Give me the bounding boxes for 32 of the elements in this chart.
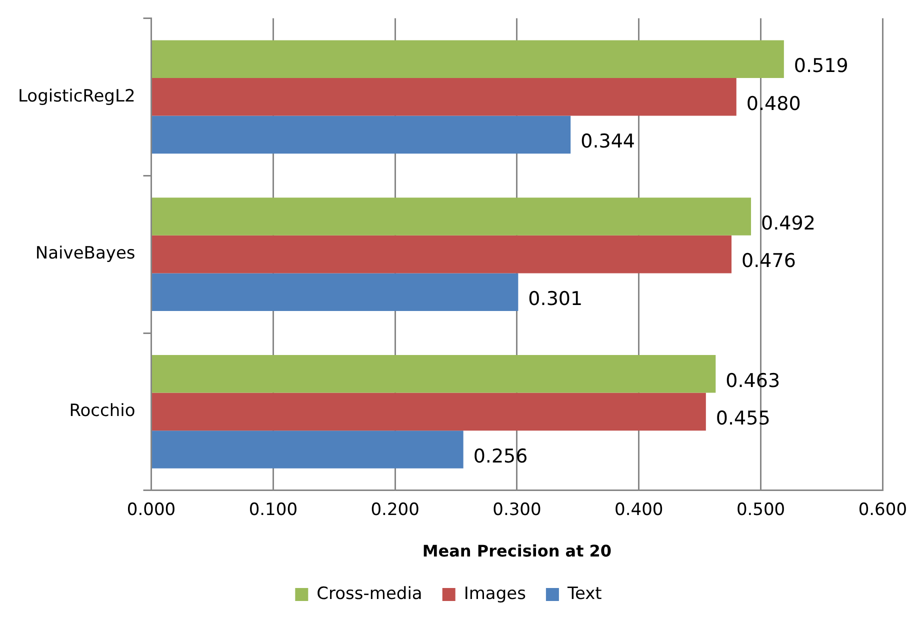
x-axis-title: Mean Precision at 20	[422, 542, 612, 561]
data-label: 0.492	[761, 212, 816, 234]
bar	[152, 40, 784, 78]
x-tick-label: 0.100	[248, 500, 298, 520]
bar	[152, 430, 464, 468]
bar	[152, 235, 732, 274]
data-label: 0.519	[794, 55, 848, 78]
data-label: 0.256	[473, 445, 528, 468]
y-tick-label: NaiveBayes	[35, 244, 136, 264]
bar	[152, 273, 518, 311]
bar	[152, 392, 706, 431]
x-tick-label: 0.200	[370, 500, 420, 520]
legend-label: Cross-media	[316, 584, 422, 604]
bar	[152, 198, 752, 236]
data-label: 0.301	[528, 288, 583, 310]
data-label: 0.463	[726, 370, 780, 392]
bar	[152, 78, 736, 116]
data-label: 0.476	[742, 250, 796, 272]
bar	[152, 355, 716, 393]
y-tick-label: LogisticRegL2	[18, 86, 136, 106]
x-tick-label: 0.600	[858, 500, 907, 520]
x-tick-label: 0.300	[492, 500, 542, 520]
bar	[152, 116, 571, 154]
data-label: 0.344	[580, 130, 636, 153]
x-tick-label: 0.500	[736, 500, 786, 520]
legend-label: Images	[464, 584, 526, 604]
y-tick-label: Rocchio	[69, 401, 136, 422]
x-tick-label: 0.000	[126, 500, 176, 520]
x-tick-label: 0.400	[614, 500, 664, 520]
data-label: 0.455	[716, 408, 770, 430]
legend-label: Text	[566, 584, 602, 604]
data-label: 0.480	[746, 92, 801, 115]
